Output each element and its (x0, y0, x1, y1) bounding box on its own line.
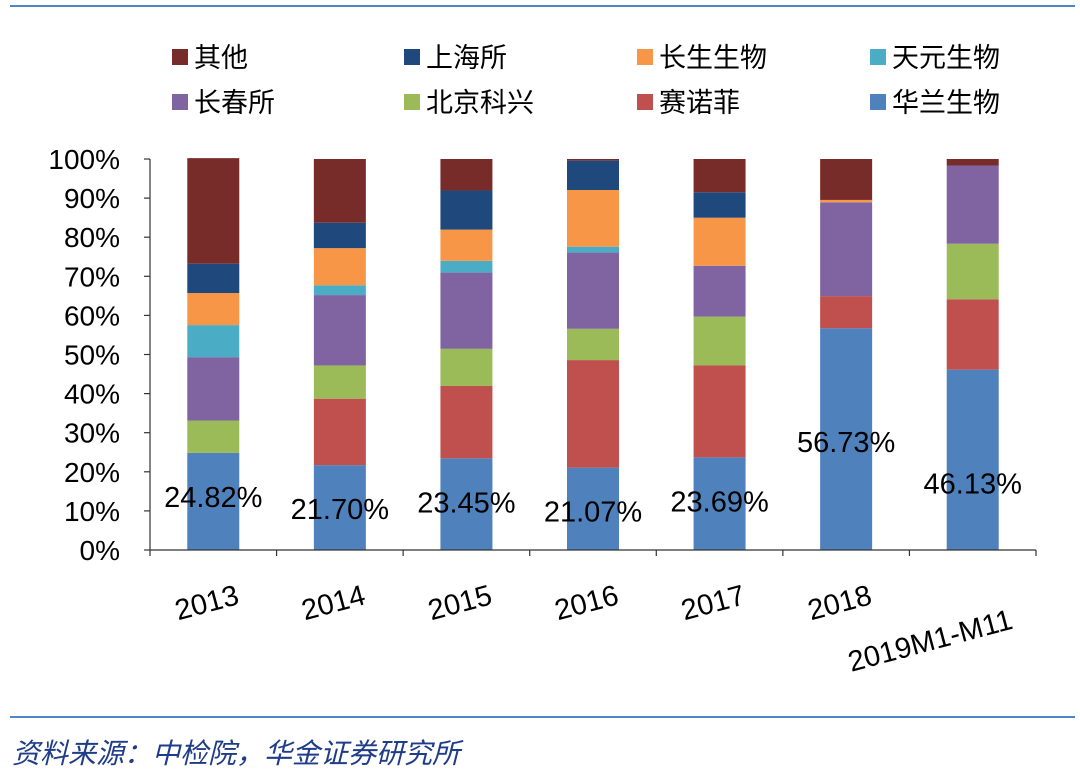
bar-segment (440, 190, 493, 230)
y-tick-label: 20% (64, 457, 120, 488)
data-label: 46.13% (924, 469, 1022, 501)
legend-label: 长生生物 (659, 43, 767, 74)
bar-segment (567, 328, 619, 361)
data-label: 23.45% (417, 487, 515, 519)
bar-segment (693, 159, 746, 193)
data-label: 21.07% (544, 497, 642, 529)
legend-label: 其他 (194, 43, 248, 74)
bar-segment (693, 265, 746, 317)
bar-segment (187, 325, 240, 358)
y-tick-label: 50% (64, 340, 120, 371)
y-tick-label: 70% (64, 261, 120, 292)
x-tick-label: 2015 (425, 580, 496, 628)
bar-segment (313, 222, 366, 249)
y-tick-label: 60% (64, 300, 120, 331)
bar-segment (567, 190, 619, 247)
bar-segment (946, 369, 999, 550)
data-label: 23.69% (670, 486, 768, 518)
bar-segment (187, 293, 240, 326)
legend-swatch (172, 94, 188, 110)
y-tick-label: 40% (64, 379, 120, 410)
bar-segment (946, 243, 999, 300)
legend-label: 华兰生物 (892, 88, 1000, 119)
bar-segment (313, 465, 366, 550)
bar-segment (187, 420, 240, 453)
legend-label: 赛诺菲 (659, 88, 740, 119)
y-tick-label: 90% (64, 183, 120, 214)
legend-label: 上海所 (426, 43, 507, 74)
source-note: 资料来源：中检院，华金证券研究所 (12, 737, 461, 770)
bar-segment (567, 467, 619, 550)
legend-label: 长春所 (194, 88, 275, 119)
bottom-rule (10, 716, 1075, 718)
legend-swatch (404, 94, 420, 110)
bar-segment (820, 296, 873, 329)
bar-segment (693, 365, 746, 458)
x-tick-label: 2019M1-M11 (845, 604, 1016, 679)
x-tick-label: 2013 (172, 580, 243, 628)
bar-segment (567, 159, 619, 161)
bar-segment (187, 452, 240, 550)
bar-segment (820, 328, 873, 550)
data-labels: 24.82% 21.70% 23.45% 21.07% 23.69% 56.73% 46.1… (164, 427, 1022, 528)
legend-label: 天元生物 (892, 43, 1000, 74)
bar-segment (440, 348, 493, 386)
bars (187, 158, 999, 550)
bar-segment (567, 360, 619, 468)
bar-segment (567, 160, 619, 191)
bar-segment (693, 217, 746, 266)
bar-segment (440, 385, 493, 459)
bar-segment (820, 159, 873, 200)
bar-segment (187, 263, 240, 294)
bar-segment (440, 229, 493, 261)
bar-segment (313, 285, 366, 296)
bar-segment (946, 159, 999, 166)
legend-label: 北京科兴 (426, 88, 534, 119)
bar-segment (946, 299, 999, 370)
x-tick-label: 2014 (298, 580, 369, 628)
y-tick-label: 100% (48, 144, 120, 175)
bar-segment (693, 316, 746, 366)
bar-segment (440, 260, 493, 273)
bar-segment (946, 165, 999, 244)
x-tick-label: 2017 (678, 580, 749, 628)
bar-segment (313, 295, 366, 366)
x-tick-label: 2016 (551, 580, 622, 628)
bar-segment (313, 398, 366, 466)
bar-segment (693, 192, 746, 218)
legend-swatch (637, 94, 653, 110)
bar-segment (693, 457, 746, 550)
y-tick-label: 0% (80, 535, 120, 566)
bar-segment (440, 159, 493, 191)
top-rule (10, 5, 1075, 7)
legend-swatch (637, 49, 653, 65)
bar-segment (187, 158, 240, 264)
bar-segment (440, 272, 493, 349)
data-label: 24.82% (164, 482, 262, 514)
bar-segment (187, 357, 240, 421)
bar-segment (313, 159, 366, 223)
legend-swatch (404, 49, 420, 65)
y-tick-label: 80% (64, 222, 120, 253)
y-tick-label: 30% (64, 418, 120, 449)
y-tick-label: 10% (64, 496, 120, 527)
data-label: 21.70% (291, 494, 389, 526)
legend-swatch (870, 49, 886, 65)
bar-segment (820, 199, 873, 203)
data-label: 56.73% (797, 427, 895, 459)
legend-swatch (870, 94, 886, 110)
y-axis: 0% 10% 20% 30% 40% 50% 60% 70% 80% 90% 100% (48, 144, 151, 566)
bar-segment (440, 458, 493, 550)
bar-segment (820, 202, 873, 297)
bar-segment (567, 246, 619, 253)
bar-segment (313, 365, 366, 399)
bar-segment (313, 248, 366, 286)
legend-swatch (172, 49, 188, 65)
bar-segment (567, 252, 619, 329)
x-tick-label: 2018 (805, 580, 876, 628)
